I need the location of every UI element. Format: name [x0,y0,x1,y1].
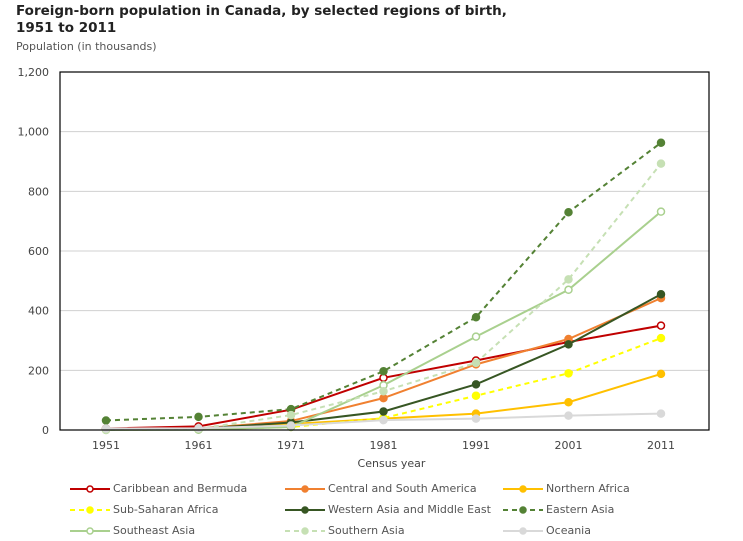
legend-item[interactable]: Oceania [503,522,703,539]
data-point[interactable] [379,386,388,396]
data-point[interactable] [471,380,481,389]
y-tick-label: 600 [28,245,49,258]
legend-swatch-icon [70,484,110,493]
legend-item[interactable]: Eastern Asia [503,501,703,518]
legend-label: Caribbean and Bermuda [113,482,248,495]
y-axis-label: Population (in thousands) [16,40,157,53]
data-point[interactable] [379,366,388,376]
x-tick-label: 1951 [92,439,120,452]
data-point[interactable] [656,138,666,147]
x-axis-label: Census year [357,457,426,470]
legend-label: Southeast Asia [113,524,196,537]
data-point[interactable] [286,421,296,430]
data-point[interactable] [101,416,111,425]
data-point[interactable] [656,409,666,418]
plot-frame [59,71,710,431]
series-eastern-asia [101,138,666,425]
legend-label: Northern Africa [546,482,630,495]
chart-title: Foreign-born population in Canada, by se… [16,3,507,36]
legend-label: Sub-Saharan Africa [113,503,219,516]
data-point[interactable] [656,207,666,216]
x-tick-label: 1961 [185,439,213,452]
legend-swatch-icon [285,505,325,514]
legend-item[interactable]: Northern Africa [503,480,703,497]
x-tick-label: 2011 [647,439,675,452]
data-point[interactable] [471,391,481,400]
legend-item[interactable]: Central and South America [285,480,503,497]
data-point[interactable] [471,414,481,423]
data-point[interactable] [194,412,203,422]
data-point[interactable] [286,410,296,420]
legend-swatch-icon [503,505,543,514]
legend-label: Southern Asia [328,524,405,537]
legend-item[interactable]: Western Asia and Middle East [285,501,503,518]
legend-swatch-icon [285,484,325,493]
legend-item[interactable]: Southeast Asia [70,522,285,539]
legend-swatch-icon [503,484,543,493]
y-tick-label: 400 [28,305,49,318]
y-tick-label: 800 [28,185,49,198]
line-chart: 0 200 400 600 800 1,000 1,200 1951 1961 1971 1981 1… [18,66,710,452]
data-point[interactable] [564,398,573,407]
x-tick-label: 1971 [277,439,305,452]
legend-swatch-icon [70,526,110,535]
legend-label: Eastern Asia [546,503,615,516]
legend-label: Oceania [546,524,591,537]
x-tick-label: 1991 [462,439,490,452]
legend-item[interactable]: Caribbean and Bermuda [70,480,285,497]
data-point[interactable] [564,275,573,284]
data-point[interactable] [656,290,666,299]
legend-label: Central and South America [328,482,477,495]
data-point[interactable] [656,159,666,168]
data-point[interactable] [564,369,573,378]
data-point[interactable] [101,424,111,433]
data-point[interactable] [656,333,666,343]
data-point[interactable] [656,321,666,330]
legend-item[interactable]: Sub-Saharan Africa [70,501,285,518]
data-point[interactable] [564,411,573,420]
legend-swatch-icon [503,526,543,535]
data-point[interactable] [379,415,388,425]
data-point[interactable] [471,312,481,322]
legend-swatch-icon [285,526,325,535]
data-point[interactable] [564,285,573,295]
x-tick-label: 2001 [555,439,583,452]
data-point[interactable] [564,207,573,217]
legend-label: Western Asia and Middle East [328,503,491,516]
data-point[interactable] [379,393,388,403]
series-southern-asia [101,159,666,434]
data-point[interactable] [194,423,203,433]
data-point[interactable] [471,332,481,341]
y-tick-label: 0 [42,424,49,437]
legend-item[interactable]: Southern Asia [285,522,503,539]
y-tick-label: 1,000 [18,126,50,139]
y-tick-label: 1,200 [18,66,50,79]
data-point[interactable] [656,369,666,379]
legend: Caribbean and Bermuda Central and South A… [70,480,710,539]
data-point[interactable] [471,358,481,368]
data-point[interactable] [564,340,573,349]
data-point[interactable] [379,407,388,416]
x-tick-label: 1981 [370,439,398,452]
y-tick-label: 200 [28,364,49,377]
series-western-asia-and-middle-east [101,290,666,434]
legend-swatch-icon [70,505,110,514]
